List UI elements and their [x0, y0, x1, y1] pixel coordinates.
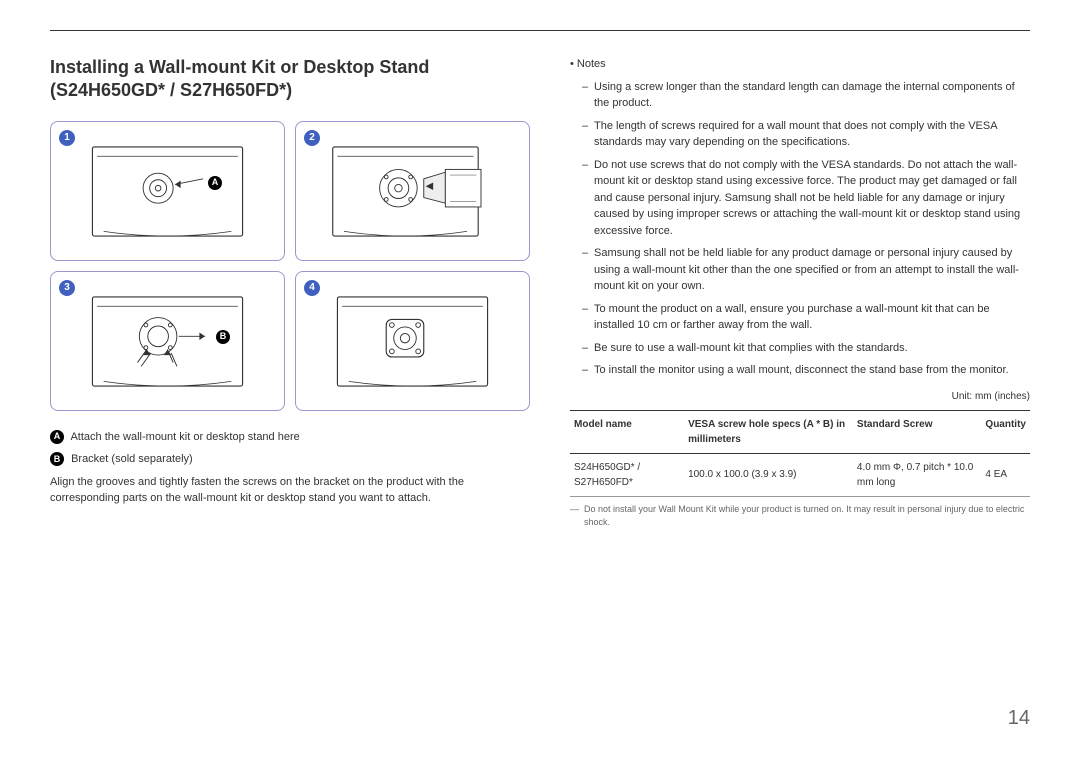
legend-b: B Bracket (sold separately) — [50, 451, 530, 468]
note-item: Samsung shall not be held liable for any… — [582, 245, 1030, 295]
section-title: Installing a Wall-mount Kit or Desktop S… — [50, 56, 530, 103]
legend-text-b: Bracket (sold separately) — [71, 453, 193, 465]
step-number-2: 2 — [304, 130, 320, 146]
footnote: Do not install your Wall Mount Kit while… — [570, 503, 1030, 530]
note-item: The length of screws required for a wall… — [582, 118, 1030, 151]
table-row: S24H650GD* / S27H650FD* 100.0 x 100.0 (3… — [570, 453, 1030, 496]
table-cell: 4.0 mm Φ, 0.7 pitch * 10.0 mm long — [853, 453, 982, 496]
diagram-step-2: 2 — [295, 121, 530, 261]
table-cell: 100.0 x 100.0 (3.9 x 3.9) — [684, 453, 853, 496]
note-item: Using a screw longer than the standard l… — [582, 79, 1030, 112]
note-item: Be sure to use a wall-mount kit that com… — [582, 340, 1030, 357]
step-number-3: 3 — [59, 280, 75, 296]
monitor-illustration-3 — [59, 280, 276, 402]
diagram-step-3: 3 B — [50, 271, 285, 411]
legend-a: A Attach the wall-mount kit or desktop s… — [50, 429, 530, 446]
table-cell: S24H650GD* / S27H650FD* — [570, 453, 684, 496]
callout-b: B — [216, 330, 230, 344]
table-header: VESA screw hole specs (A * B) in millime… — [684, 410, 853, 453]
legend-text-a: Attach the wall-mount kit or desktop sta… — [70, 431, 299, 443]
specs-table: Model name VESA screw hole specs (A * B)… — [570, 410, 1030, 497]
table-header: Model name — [570, 410, 684, 453]
notes-heading: • Notes — [570, 56, 1030, 73]
table-cell: 4 EA — [981, 453, 1030, 496]
note-item: To install the monitor using a wall moun… — [582, 362, 1030, 379]
monitor-illustration-1 — [59, 130, 276, 252]
legend-label-a: A — [50, 430, 64, 444]
diagram-grid: 1 A 2 — [50, 121, 530, 411]
align-instructions: Align the grooves and tightly fasten the… — [50, 474, 530, 507]
note-item: To mount the product on a wall, ensure y… — [582, 301, 1030, 334]
diagram-step-1: 1 A — [50, 121, 285, 261]
monitor-illustration-2 — [304, 130, 521, 252]
step-number-4: 4 — [304, 280, 320, 296]
step-number-1: 1 — [59, 130, 75, 146]
diagram-step-4: 4 — [295, 271, 530, 411]
monitor-illustration-4 — [304, 280, 521, 402]
notes-list: Using a screw longer than the standard l… — [570, 79, 1030, 379]
note-item: Do not use screws that do not comply wit… — [582, 157, 1030, 240]
unit-label: Unit: mm (inches) — [570, 389, 1030, 404]
table-header: Quantity — [981, 410, 1030, 453]
table-header: Standard Screw — [853, 410, 982, 453]
legend-label-b: B — [50, 452, 64, 466]
page-number: 14 — [1008, 703, 1030, 733]
callout-a: A — [208, 176, 222, 190]
